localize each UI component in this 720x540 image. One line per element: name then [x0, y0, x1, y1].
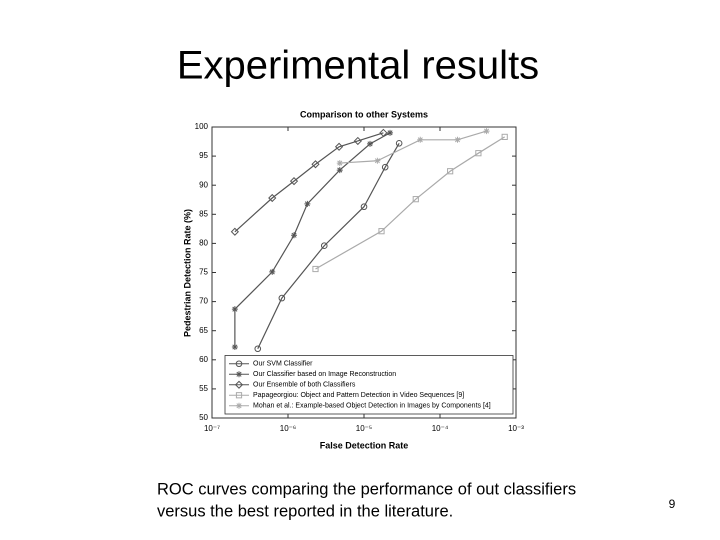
- data-point: [289, 177, 299, 186]
- legend-box: [224, 355, 514, 415]
- data-point: [379, 128, 388, 137]
- x-axis-label: False Detection Rate: [320, 440, 409, 450]
- data-point: [231, 343, 238, 350]
- y-tick-label: 80: [199, 239, 208, 248]
- data-point: [454, 136, 461, 143]
- data-point: [336, 167, 343, 174]
- legend-marker: [236, 371, 242, 378]
- data-point: [483, 128, 490, 135]
- data-point: [336, 160, 343, 167]
- data-point: [367, 140, 374, 147]
- data-point: [501, 133, 508, 140]
- data-point: [417, 136, 424, 143]
- data-point: [304, 200, 311, 207]
- legend-label: Papageorgiou: Object and Pattern Detecti…: [253, 392, 464, 399]
- y-axis-label: Pedestrian Detection Rate (%): [182, 209, 192, 337]
- data-point: [231, 306, 238, 313]
- data-point: [475, 150, 482, 157]
- series-line: [315, 136, 506, 270]
- data-point: [278, 294, 286, 302]
- legend-label: Our Ensemble of both Classifiers: [253, 382, 356, 389]
- legend-marker: [236, 402, 242, 409]
- series-line: [234, 132, 384, 233]
- data-point: [269, 268, 276, 275]
- chart-title: Comparison to other Systems: [300, 109, 428, 119]
- legend-marker: [235, 392, 243, 399]
- x-tick-label: 10⁻⁴: [432, 424, 449, 433]
- y-tick-label: 100: [195, 122, 209, 131]
- y-tick-label: 90: [199, 180, 208, 189]
- data-point: [312, 265, 319, 273]
- data-point: [268, 193, 277, 203]
- slide-title: Experimental results: [177, 44, 539, 88]
- data-point: [360, 203, 368, 211]
- data-point: [412, 196, 419, 203]
- data-point: [447, 168, 454, 175]
- y-tick-label: 60: [199, 355, 208, 364]
- data-point: [334, 142, 344, 151]
- series-line: [257, 142, 400, 349]
- caption-line: versus the best reported in the literatu…: [157, 502, 453, 520]
- data-point: [353, 136, 362, 146]
- page-number: 9: [669, 497, 676, 511]
- y-tick-label: 70: [199, 297, 208, 306]
- y-tick-label: 85: [199, 209, 208, 218]
- y-tick-label: 95: [199, 151, 208, 160]
- data-point: [254, 345, 262, 353]
- x-tick-label: 10⁻⁷: [204, 424, 220, 433]
- y-tick-label: 65: [199, 326, 208, 335]
- x-tick-label: 10⁻⁵: [356, 424, 372, 433]
- x-tick-label: 10⁻⁶: [280, 424, 296, 433]
- series-line: [339, 130, 487, 164]
- data-point: [311, 160, 320, 169]
- legend-marker: [235, 360, 243, 368]
- data-point: [320, 242, 328, 250]
- legend-label: Mohan et al.: Example-based Object Detec…: [253, 403, 491, 410]
- data-point: [381, 163, 389, 171]
- y-tick-label: 75: [199, 268, 208, 277]
- y-tick-label: 55: [199, 384, 208, 393]
- y-tick-label: 50: [199, 413, 208, 422]
- data-point: [291, 232, 298, 239]
- data-point: [378, 228, 385, 235]
- data-point: [395, 139, 403, 147]
- legend-label: Our Classifier based on Image Reconstruc…: [253, 371, 396, 378]
- x-tick-label: 10⁻³: [508, 424, 524, 433]
- series-line: [234, 132, 391, 347]
- legend-label: Our SVM Classifier: [253, 361, 313, 368]
- data-point: [374, 157, 381, 164]
- legend-marker: [234, 380, 244, 389]
- data-point: [387, 129, 394, 136]
- caption-line: ROC curves comparing the performance of …: [157, 480, 576, 498]
- data-point: [230, 227, 239, 236]
